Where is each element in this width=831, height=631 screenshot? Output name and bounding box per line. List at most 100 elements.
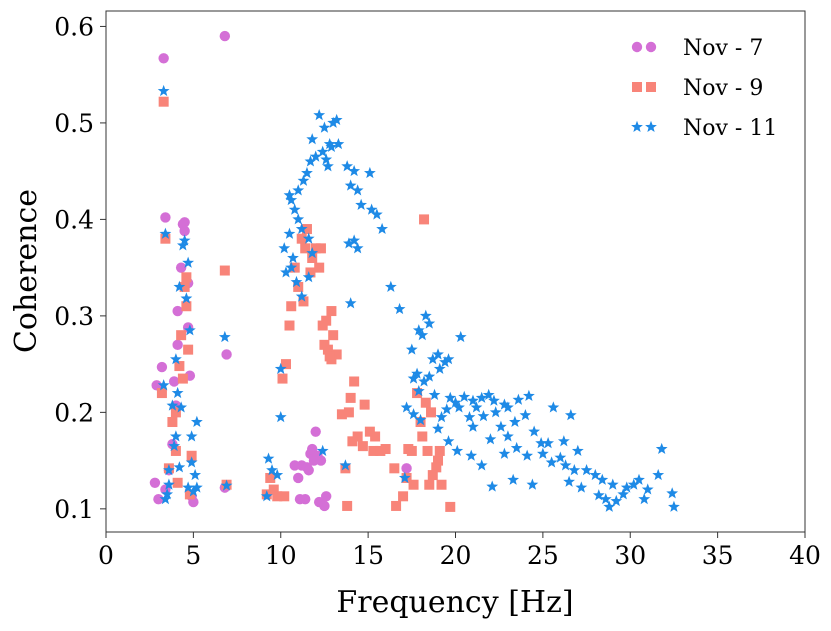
- data-point-nov-11: [507, 473, 520, 485]
- data-point-nov-11: [610, 494, 623, 507]
- legend-item-nov-7: Nov - 7: [631, 36, 763, 61]
- data-point-nov-7: [293, 472, 304, 484]
- data-point-nov-11: [344, 179, 357, 191]
- data-point-nov-11: [190, 481, 203, 493]
- data-point-nov-11: [528, 425, 541, 437]
- y-tick-label: 0.5: [54, 109, 94, 138]
- legend-marker-nov-9: [632, 82, 642, 92]
- data-point-nov-11: [176, 239, 189, 251]
- data-point-nov-11: [393, 302, 406, 315]
- data-point-nov-9: [176, 330, 187, 341]
- data-point-nov-11: [266, 464, 278, 476]
- data-point-nov-9: [315, 243, 326, 254]
- y-tick-label: 0.2: [54, 398, 94, 427]
- data-point-nov-9: [391, 500, 402, 511]
- data-point-nov-11: [606, 478, 619, 490]
- legend-item-nov-9: Nov - 9: [632, 76, 763, 101]
- data-point-nov-11: [596, 473, 609, 485]
- data-point-nov-9: [349, 376, 360, 387]
- data-point-nov-11: [423, 370, 436, 382]
- data-point-nov-9: [174, 361, 185, 372]
- data-point-nov-7: [160, 212, 171, 223]
- data-point-nov-7: [320, 491, 332, 502]
- data-point-nov-11: [344, 297, 357, 309]
- legend-marker-nov-11: [645, 120, 657, 133]
- data-point-nov-11: [418, 375, 430, 387]
- data-point-nov-9: [427, 470, 438, 481]
- data-point-nov-11: [351, 242, 364, 254]
- data-point-nov-7: [289, 460, 300, 471]
- data-point-nov-11: [351, 184, 364, 196]
- data-point-nov-11: [411, 367, 423, 379]
- data-point-nov-9: [331, 349, 342, 360]
- data-point-nov-9: [431, 462, 442, 473]
- data-point-nov-11: [341, 160, 354, 172]
- data-point-nov-11: [571, 444, 584, 456]
- data-point-nov-11: [535, 437, 548, 449]
- data-point-nov-11: [423, 317, 436, 329]
- data-point-nov-11: [633, 473, 645, 485]
- data-point-nov-9: [398, 491, 409, 502]
- data-point-nov-7: [172, 305, 183, 317]
- x-tick-label: 40: [789, 541, 821, 570]
- data-point-nov-9: [368, 445, 379, 456]
- data-point-nov-11: [523, 389, 535, 401]
- data-point-nov-9: [314, 262, 325, 273]
- data-point-nov-11: [323, 137, 336, 150]
- data-point-nov-9: [293, 281, 304, 292]
- data-point-nov-11: [444, 391, 457, 403]
- data-points-layer: [149, 30, 680, 512]
- data-point-nov-11: [428, 388, 441, 401]
- data-point-nov-9: [277, 373, 288, 384]
- data-point-nov-11: [498, 398, 511, 410]
- data-point-nov-11: [536, 447, 549, 459]
- data-point-nov-9: [167, 417, 178, 428]
- data-point-nov-11: [398, 471, 411, 483]
- x-axis-label: Frequency [Hz]: [336, 585, 573, 620]
- data-point-nov-9: [426, 407, 437, 418]
- data-point-nov-11: [330, 113, 343, 126]
- legend-label-nov-7: Nov - 7: [683, 36, 763, 61]
- data-point-nov-9: [272, 491, 283, 502]
- data-point-nov-11: [297, 174, 310, 186]
- data-point-nov-9: [305, 267, 316, 278]
- data-point-nov-9: [347, 436, 358, 447]
- data-point-nov-11: [592, 489, 605, 501]
- data-point-nov-9: [268, 484, 279, 495]
- data-point-nov-11: [316, 444, 329, 456]
- data-point-nov-11: [170, 430, 182, 442]
- data-point-nov-11: [301, 166, 313, 179]
- data-point-nov-11: [290, 275, 303, 288]
- data-point-nov-9: [186, 450, 197, 461]
- data-point-nov-11: [159, 493, 172, 505]
- data-point-nov-11: [439, 355, 451, 368]
- data-point-nov-11: [189, 468, 202, 481]
- data-point-nov-11: [475, 459, 488, 471]
- data-point-nov-7: [300, 493, 311, 505]
- data-point-nov-9: [265, 472, 276, 483]
- data-point-nov-7: [175, 262, 187, 273]
- data-point-nov-9: [280, 359, 291, 370]
- data-point-nov-11: [465, 449, 478, 461]
- data-point-nov-11: [400, 401, 413, 413]
- data-point-nov-7: [307, 443, 318, 455]
- data-point-nov-9: [336, 409, 347, 420]
- data-point-nov-11: [509, 415, 521, 428]
- data-point-nov-11: [557, 435, 570, 447]
- x-tick-label: 35: [702, 541, 734, 570]
- data-point-nov-11: [440, 403, 453, 415]
- data-point-nov-11: [283, 189, 296, 201]
- data-point-nov-11: [620, 481, 633, 493]
- data-point-nov-9: [179, 281, 190, 292]
- legend-label-nov-9: Nov - 9: [683, 76, 763, 101]
- legend-marker-nov-7: [631, 41, 643, 53]
- data-point-nov-11: [285, 193, 298, 206]
- data-point-nov-9: [286, 301, 297, 312]
- data-point-nov-11: [575, 481, 588, 493]
- data-point-nov-11: [542, 437, 555, 449]
- data-point-nov-9: [184, 489, 195, 500]
- data-point-nov-11: [363, 166, 376, 179]
- data-point-nov-11: [220, 479, 233, 491]
- data-point-nov-9: [172, 477, 183, 488]
- data-point-nov-7: [219, 30, 231, 42]
